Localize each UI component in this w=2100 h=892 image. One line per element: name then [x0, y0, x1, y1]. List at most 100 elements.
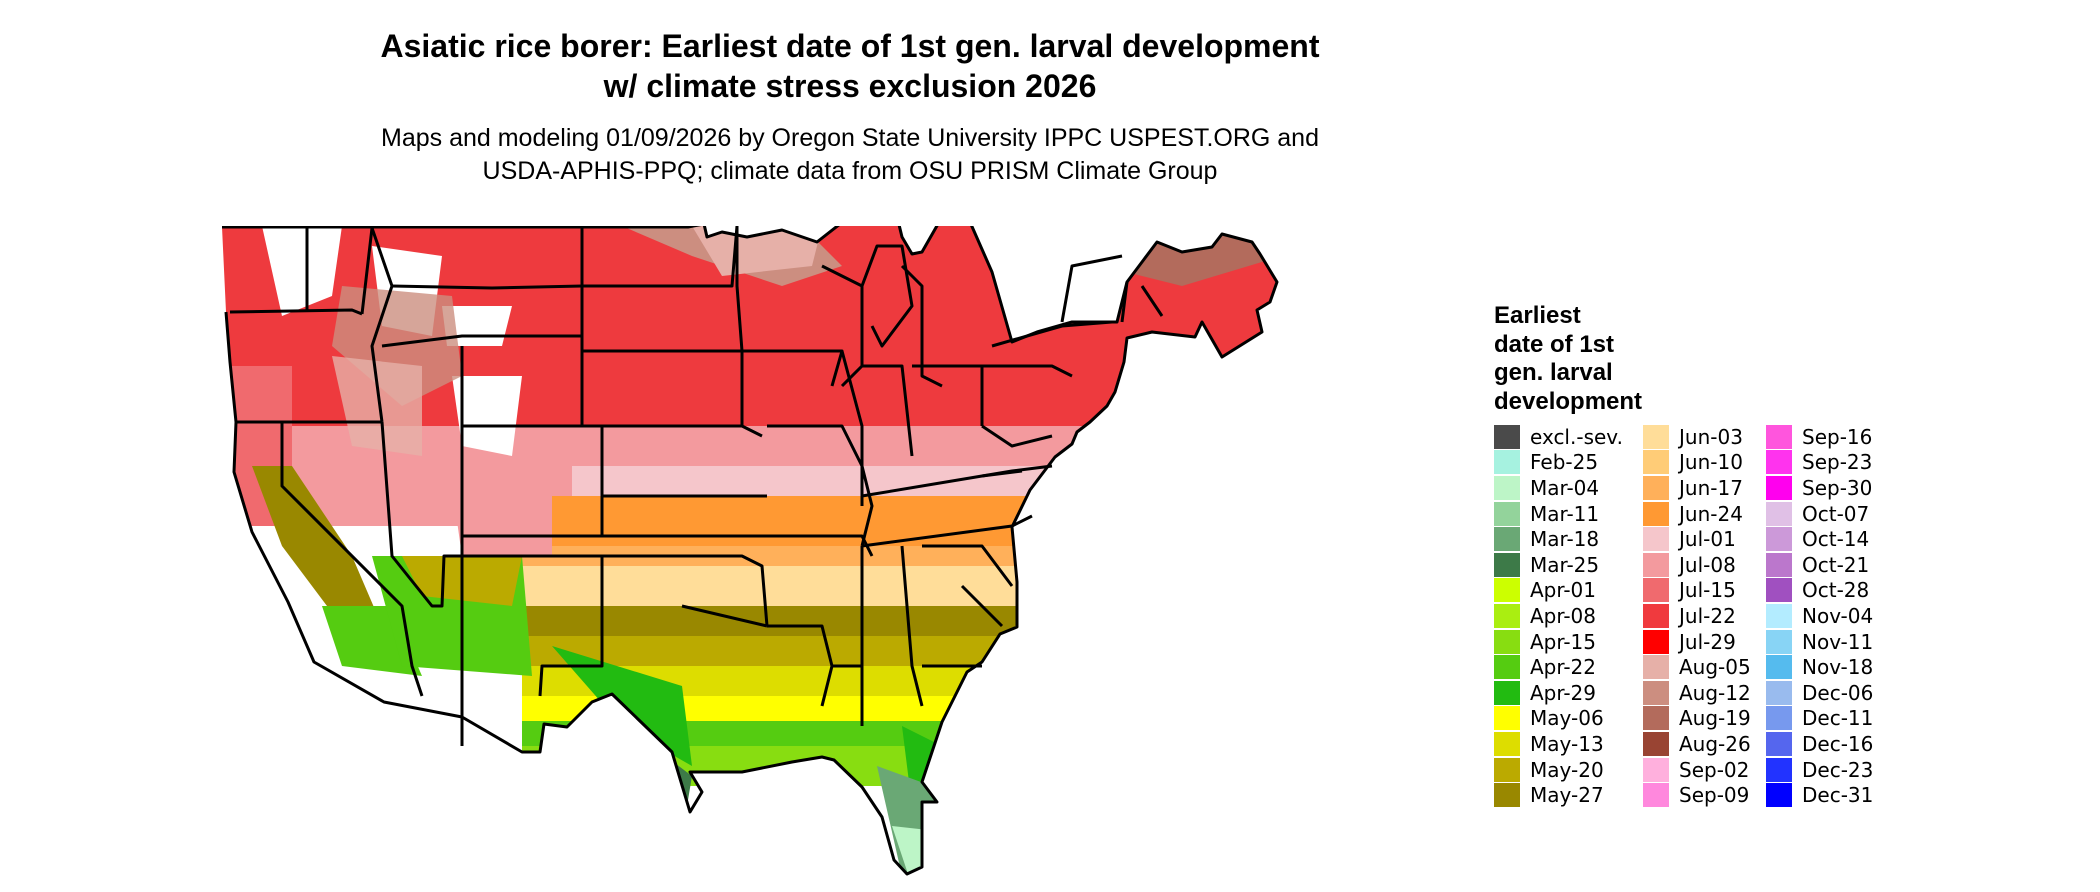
nm-tx-border: [462, 554, 604, 697]
legend-swatch: [1643, 527, 1669, 552]
legend-swatch: [1643, 552, 1669, 577]
legend-swatch: [1766, 552, 1792, 577]
legend-item: Jul-22: [1643, 603, 1751, 629]
legend-label: Jul-01: [1679, 527, 1736, 552]
legend-swatch: [1494, 629, 1520, 654]
legend-swatch: [1766, 475, 1792, 500]
band-apr08: [522, 746, 1277, 786]
phenology-raster: [222, 226, 1277, 874]
legend-label: Oct-14: [1802, 527, 1870, 552]
legend-label: Jul-29: [1679, 629, 1736, 654]
legend-swatch: [1766, 783, 1792, 808]
legend-item: Sep-02: [1643, 757, 1751, 783]
legend-label: May-06: [1530, 706, 1604, 731]
legend-label: Apr-01: [1530, 578, 1596, 603]
legend-label: Oct-21: [1802, 552, 1870, 577]
legend-label: Mar-04: [1530, 475, 1600, 500]
legend-label: Nov-04: [1802, 603, 1874, 628]
legend-label: Sep-30: [1802, 475, 1873, 500]
legend-swatch: [1643, 475, 1669, 500]
legend-swatch: [1643, 603, 1669, 628]
legend-swatch: [1766, 450, 1792, 475]
legend-swatch: [1494, 706, 1520, 731]
legend-column-1: excl.-sev. Feb-25 Mar-04 Mar-11 Mar-18 Mar-25…: [1494, 424, 1623, 808]
legend-item: Mar-25: [1494, 552, 1623, 578]
la-ms-lines: [767, 624, 862, 707]
legend-title-line: date of 1st: [1494, 330, 1615, 358]
lake-michigan: [860, 244, 914, 348]
legend-item: Apr-15: [1494, 629, 1623, 655]
legend-label: Jun-03: [1679, 424, 1743, 449]
ms-al-lines: [860, 545, 982, 726]
legend-swatch: [1643, 731, 1669, 756]
legend-swatch: [1643, 680, 1669, 705]
id-mt-border: [370, 227, 394, 423]
legend-swatch: [1766, 501, 1792, 526]
legend-label: Sep-16: [1802, 424, 1873, 449]
legend-item: Jul-15: [1643, 578, 1751, 604]
legend-label: Aug-26: [1679, 731, 1751, 756]
legend-label: Nov-18: [1802, 655, 1874, 680]
legend-swatch: [1643, 629, 1669, 654]
legend-label: Oct-07: [1802, 501, 1870, 526]
legend-label: Sep-23: [1802, 450, 1873, 475]
legend-item: Mar-18: [1494, 526, 1623, 552]
legend-item: Oct-14: [1766, 526, 1873, 552]
legend-item: Jun-24: [1643, 501, 1751, 527]
legend-label: Apr-29: [1530, 680, 1596, 705]
legend-item: Aug-05: [1643, 654, 1751, 680]
legend-swatch: [1643, 501, 1669, 526]
legend-item: Sep-16: [1766, 424, 1873, 450]
legend-title-line: Earliest: [1494, 302, 1581, 329]
legend-item: Dec-23: [1766, 757, 1873, 783]
legend-item: Mar-04: [1494, 475, 1623, 501]
nv-ut-border: [380, 421, 462, 608]
map-title: Asiatic rice borer: Earliest date of 1st…: [300, 26, 1400, 106]
legend-swatch: [1766, 424, 1792, 449]
legend-label: Dec-31: [1802, 783, 1874, 808]
legend-label: Aug-12: [1679, 680, 1751, 705]
legend-item: Jun-17: [1643, 475, 1751, 501]
legend-label: Aug-19: [1679, 706, 1751, 731]
legend-item: May-13: [1494, 731, 1623, 757]
legend-item: excl.-sev.: [1494, 424, 1623, 450]
legend-label: Aug-05: [1679, 655, 1751, 680]
legend-swatch: [1494, 603, 1520, 628]
legend-swatch: [1494, 578, 1520, 603]
legend-label: Mar-11: [1530, 501, 1600, 526]
legend-swatch: [1643, 578, 1669, 603]
legend-label: Sep-09: [1679, 783, 1750, 808]
rockies-brown: [332, 286, 462, 406]
legend-swatch: [1494, 475, 1520, 500]
legend-item: Apr-29: [1494, 680, 1623, 706]
legend-item: Sep-30: [1766, 475, 1873, 501]
legend-label: Mar-25: [1530, 552, 1600, 577]
legend-item: May-27: [1494, 782, 1623, 808]
legend-swatch: [1494, 757, 1520, 782]
legend-swatch: [1494, 450, 1520, 475]
legend-swatch: [1494, 655, 1520, 680]
legend-swatch: [1494, 527, 1520, 552]
legend-label: Jul-22: [1679, 603, 1736, 628]
california-valley-olive: [252, 466, 382, 626]
map-subtitle-line-2: USDA-APHIS-PPQ; climate data from OSU PR…: [482, 157, 1218, 185]
legend-label: Jun-24: [1679, 501, 1743, 526]
legend-item: Feb-25: [1494, 450, 1623, 476]
legend-swatch: [1766, 527, 1792, 552]
legend-label: Jun-10: [1679, 450, 1743, 475]
legend-swatch: [1766, 731, 1792, 756]
legend-item: Apr-01: [1494, 578, 1623, 604]
legend-item: Apr-08: [1494, 603, 1623, 629]
legend-label: Apr-08: [1530, 603, 1596, 628]
legend-swatch: [1643, 655, 1669, 680]
state-boundaries: [222, 226, 1279, 876]
legend-item: Nov-18: [1766, 654, 1873, 680]
legend-item: Aug-19: [1643, 706, 1751, 732]
legend-item: Sep-23: [1766, 450, 1873, 476]
legend-label: May-27: [1530, 783, 1604, 808]
legend-swatch: [1494, 783, 1520, 808]
minnesota-lake-brown: [692, 226, 822, 276]
pa-ny-lines: [982, 320, 1113, 378]
legend-item: Mar-11: [1494, 501, 1623, 527]
legend-swatch: [1643, 783, 1669, 808]
